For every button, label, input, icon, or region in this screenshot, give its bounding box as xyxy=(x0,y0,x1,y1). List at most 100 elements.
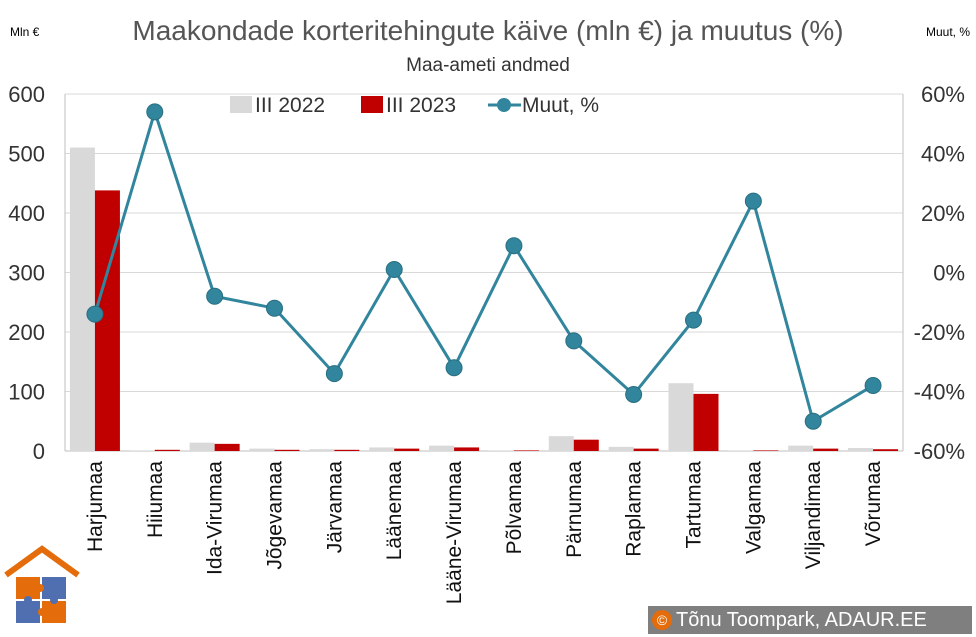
right-tick-label: -20% xyxy=(914,320,965,345)
point-muut-tartumaa xyxy=(685,311,702,329)
bar-iii-2022-jõgevamaa xyxy=(249,448,275,451)
line-muut xyxy=(93,106,874,424)
point-muut-viljandimaa xyxy=(804,412,822,430)
legend-label-muut: Muut, % xyxy=(522,94,599,117)
bar-iii-2022-lääne-virumaa xyxy=(429,445,455,451)
logo-piece-3 xyxy=(16,601,40,623)
x-tick-label: Viljandimaa xyxy=(802,461,825,569)
copyright-banner: © Tõnu Toompark, ADAUR.EE xyxy=(648,606,972,634)
right-tick-label: 20% xyxy=(921,201,965,226)
logo-knob-2 xyxy=(24,596,32,604)
bar-iii-2023-jõgevamaa xyxy=(274,449,300,451)
point-muut-lääne-virumaa xyxy=(445,359,463,377)
adaur-logo xyxy=(4,545,80,623)
x-tick-label: Jõgevamaa xyxy=(264,461,287,570)
bar-iii-2022-põlvamaa xyxy=(488,450,514,451)
bar-iii-2023-tartumaa xyxy=(693,393,719,451)
point-muut-järvamaa xyxy=(325,365,343,383)
logo-piece-4 xyxy=(42,601,66,623)
right-tick-label: -40% xyxy=(914,380,965,405)
line-series xyxy=(86,103,882,430)
bar-iii-2023-ida-virumaa xyxy=(214,443,240,451)
point-muut-põlvamaa xyxy=(505,237,523,255)
bar-iii-2023-viljandimaa xyxy=(813,448,839,451)
point-muut-harjumaa xyxy=(86,305,104,323)
bar-iii-2022-läänemaa xyxy=(369,447,395,451)
logo-knob-1 xyxy=(36,584,44,592)
right-axis-unit: Muut, % xyxy=(926,25,970,39)
point-muut-raplamaa xyxy=(625,385,643,403)
bar-iii-2022-pärnumaa xyxy=(548,436,574,451)
right-axis-ticks: -60% -40% -20% 0% 20% 40% 60% xyxy=(914,82,965,464)
left-axis-unit: Mln € xyxy=(10,25,40,39)
x-tick-label: Järvamaa xyxy=(323,461,346,554)
legend-swatch-iii-2022 xyxy=(230,96,252,113)
point-muut-läänemaa xyxy=(385,261,403,279)
left-axis-ticks: 0 100 200 300 400 500 600 xyxy=(8,82,45,464)
logo-roof xyxy=(4,545,80,578)
point-muut-võrumaa xyxy=(864,377,882,395)
legend-label-iii-2023: III 2023 xyxy=(386,94,456,117)
logo-piece-2 xyxy=(42,577,66,599)
logo-knob-3 xyxy=(50,596,58,604)
left-tick-label: 500 xyxy=(8,142,45,167)
right-tick-label: 40% xyxy=(921,142,965,167)
logo-knob-4 xyxy=(38,608,46,616)
legend: III 2022 III 2023 Muut, % xyxy=(230,94,599,117)
bar-iii-2023-lääne-virumaa xyxy=(454,447,480,451)
bar-iii-2023-pärnumaa xyxy=(573,439,599,451)
legend-swatch-iii-2023 xyxy=(361,96,383,113)
left-tick-label: 0 xyxy=(33,439,45,464)
bar-iii-2022-raplamaa xyxy=(608,446,634,451)
legend-label-iii-2022: III 2022 xyxy=(255,94,325,117)
left-tick-label: 400 xyxy=(8,201,45,226)
copyright-text: Tõnu Toompark, ADAUR.EE xyxy=(676,609,927,631)
x-tick-label: Võrumaa xyxy=(862,461,885,547)
bar-iii-2022-valgamaa xyxy=(728,450,754,451)
left-tick-label: 100 xyxy=(8,380,45,405)
x-tick-label: Pärnumaa xyxy=(563,461,586,558)
point-muut-jõgevamaa xyxy=(266,299,283,317)
bar-iii-2022-hiiumaa xyxy=(129,450,155,451)
copyright-symbol: © xyxy=(652,610,672,630)
bar-iii-2022-harjumaa xyxy=(69,147,95,452)
point-muut-valgamaa xyxy=(744,192,762,210)
x-tick-label: Põlvamaa xyxy=(503,461,526,555)
logo-piece-1 xyxy=(16,577,40,599)
x-axis-labels: Harjumaa Hiiumaa Ida-Virumaa Jõgevamaa Järva… xyxy=(84,461,885,605)
legend-marker-muut xyxy=(497,98,511,112)
left-tick-label: 600 xyxy=(8,82,45,107)
left-tick-label: 300 xyxy=(8,261,45,286)
x-tick-label: Valgamaa xyxy=(742,461,765,554)
point-muut-ida-virumaa xyxy=(206,287,224,305)
x-tick-label: Raplamaa xyxy=(623,461,646,557)
bar-series xyxy=(69,147,899,452)
bar-iii-2023-hiiumaa xyxy=(154,449,180,451)
point-muut-hiiumaa xyxy=(146,103,164,121)
left-tick-label: 200 xyxy=(8,320,45,345)
bar-iii-2023-võrumaa xyxy=(873,449,899,451)
right-tick-label: 0% xyxy=(933,261,965,286)
right-tick-label: -60% xyxy=(914,439,965,464)
bar-iii-2022-viljandimaa xyxy=(788,445,814,451)
gridlines xyxy=(64,93,904,452)
right-tick-label: 60% xyxy=(921,82,965,107)
bar-iii-2023-raplamaa xyxy=(633,448,659,451)
chart-subtitle: Maa-ameti andmed xyxy=(406,55,570,76)
x-tick-label: Lääne-Virumaa xyxy=(443,461,466,605)
x-tick-label: Läänemaa xyxy=(383,461,406,561)
bar-iii-2023-valgamaa xyxy=(753,450,779,451)
bar-iii-2023-põlvamaa xyxy=(513,450,539,451)
chart-title: Maakondade korteritehingute käive (mln €… xyxy=(132,15,843,46)
bar-iii-2023-järvamaa xyxy=(334,449,360,451)
bar-iii-2023-läänemaa xyxy=(394,448,420,451)
point-muut-pärnumaa xyxy=(565,332,583,350)
x-tick-label: Harjumaa xyxy=(84,461,107,552)
bar-iii-2022-võrumaa xyxy=(848,448,874,451)
x-tick-label: Tartumaa xyxy=(683,461,706,549)
bar-iii-2022-järvamaa xyxy=(309,449,335,451)
x-tick-label: Ida-Virumaa xyxy=(204,461,227,575)
x-tick-label: Hiiumaa xyxy=(144,461,167,538)
bar-iii-2022-tartumaa xyxy=(668,383,694,451)
